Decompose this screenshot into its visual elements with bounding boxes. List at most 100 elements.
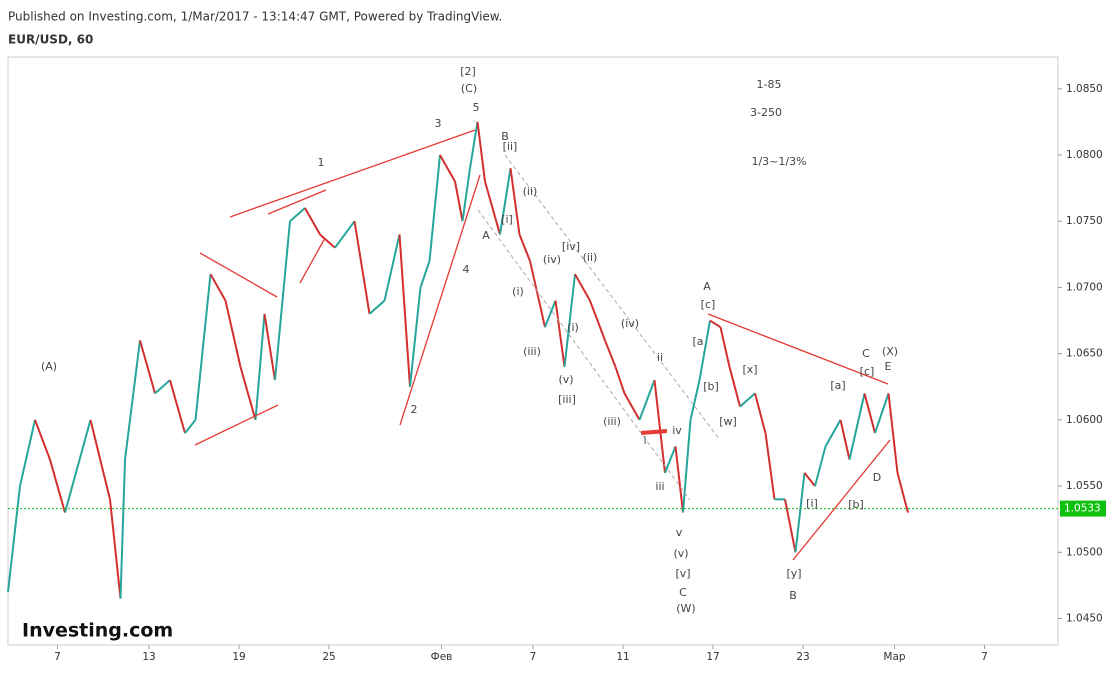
price-segment: [469, 121, 479, 169]
wave-label: 3: [435, 117, 442, 130]
price-segment: [682, 419, 692, 513]
price-segment: [784, 499, 797, 553]
wave-label: v: [676, 526, 683, 539]
price-segment: [353, 221, 371, 315]
wave-label: [i]: [501, 213, 513, 226]
price-segment: [728, 366, 741, 407]
price-segment: [184, 419, 197, 434]
wave-label: 3-250: [750, 106, 782, 119]
price-segment: [664, 445, 677, 474]
price-segment: [254, 313, 266, 420]
wave-label: [c]: [701, 298, 716, 311]
wave-label: B: [789, 589, 797, 602]
wave-label: i: [643, 434, 646, 447]
y-tick-label: 1.0800: [1066, 149, 1103, 161]
price-segment: [638, 379, 656, 421]
price-segment: [863, 393, 876, 434]
price-segment: [263, 313, 276, 381]
channel-lines: [477, 154, 721, 501]
wave-label: (iv): [621, 317, 639, 330]
last-price-label: 1.0533: [1064, 503, 1101, 515]
price-segment: [461, 168, 471, 222]
price-segment: [719, 326, 731, 368]
price-segment: [709, 319, 722, 329]
price-segment: [803, 472, 816, 487]
wave-label: [a]: [830, 379, 845, 392]
price-segment: [419, 260, 431, 288]
wave-label: [ii]: [503, 140, 518, 153]
y-tick-label: 1.0450: [1066, 613, 1103, 625]
price-segment: [368, 299, 386, 315]
y-tick-label: 1.0750: [1066, 215, 1103, 227]
x-tick-label: 7: [981, 651, 988, 663]
price-segment: [289, 207, 306, 222]
price-segment: [848, 393, 866, 460]
x-tick-label: 19: [232, 651, 245, 663]
price-segment: [563, 274, 576, 368]
wave-label: 2: [411, 403, 418, 416]
price-segment: [239, 366, 257, 421]
price-segment: [794, 472, 806, 553]
y-tick-label: 1.0600: [1066, 414, 1103, 426]
last-price-box: [1060, 500, 1106, 517]
x-tick-label: 7: [530, 651, 537, 663]
wave-label: (A): [41, 360, 57, 373]
price-segment: [614, 366, 626, 394]
wave-label: ii: [657, 351, 663, 364]
price-segment: [109, 499, 122, 599]
price-segment: [754, 393, 767, 434]
price-segment: [653, 380, 666, 473]
price-segment: [509, 168, 521, 235]
price-segment: [529, 260, 546, 328]
price-segment: [398, 234, 411, 387]
wave-label: E: [885, 360, 892, 373]
price-segment: [319, 233, 336, 249]
price-segment: [604, 340, 617, 368]
wave-label: A: [703, 280, 711, 293]
wave-label: B: [501, 130, 509, 143]
x-tick-label: 7: [54, 651, 61, 663]
wave-label: iv: [672, 424, 682, 437]
x-tick-label: 17: [706, 651, 719, 663]
wave-label: 1/3~1/3%: [751, 155, 806, 168]
price-segment: [874, 393, 890, 434]
wave-label: [iii]: [558, 393, 576, 406]
price-segment: [554, 300, 566, 368]
wave-label: (iii): [603, 415, 621, 428]
wave-label: C: [862, 347, 870, 360]
x-tick-label: Фев: [431, 651, 453, 663]
wave-label: [2]: [460, 65, 476, 78]
price-segment: [64, 419, 92, 513]
price-segment: [409, 287, 422, 387]
wave-label: [x]: [742, 363, 757, 376]
price-segment: [689, 379, 701, 421]
symbol: EUR/USD, 60: [8, 33, 93, 47]
x-tick-label: 25: [322, 651, 335, 663]
wave-label: [b]: [703, 380, 719, 393]
price-segment: [139, 340, 156, 394]
price-segment: [439, 154, 456, 182]
wave-label: [c]: [860, 365, 875, 378]
y-tick-label: 1.0700: [1066, 281, 1103, 293]
price-segment: [839, 419, 851, 460]
y-tick-label: 1.0500: [1066, 546, 1103, 558]
price-segment: [49, 459, 66, 513]
price-segment: [383, 234, 401, 301]
wave-label: (iv): [543, 253, 561, 266]
wave-label: (i): [567, 321, 579, 334]
wave-label: iii: [655, 480, 664, 493]
wave-label: 1-85: [757, 78, 782, 91]
price-segment: [124, 340, 141, 460]
wave-label: C: [679, 586, 687, 599]
wave-label: (ii): [583, 251, 598, 264]
price-segment: [169, 379, 186, 434]
price-segment: [499, 168, 512, 235]
trend-lines: [194, 129, 891, 561]
wave-label: 4: [463, 263, 470, 276]
x-tick-label: Мар: [883, 651, 905, 663]
x-tick-label: 11: [616, 651, 629, 663]
y-tick-label: 1.0550: [1066, 480, 1103, 492]
price-segment: [574, 273, 591, 302]
